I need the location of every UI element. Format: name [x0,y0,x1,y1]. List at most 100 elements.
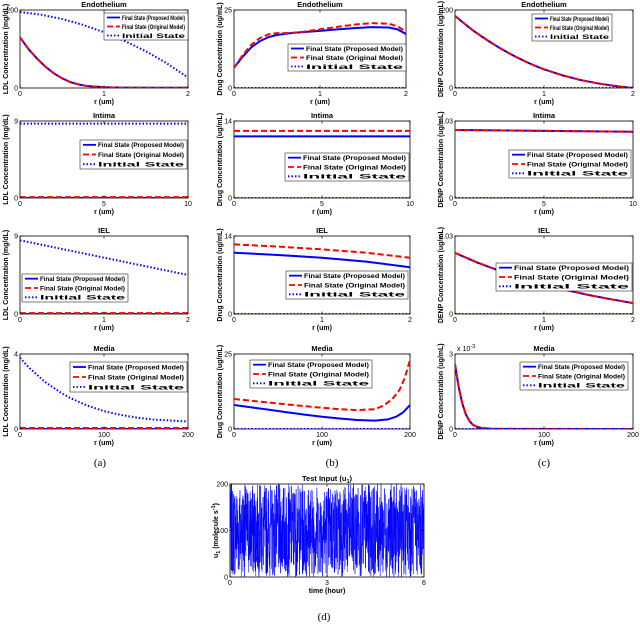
y-tick-label: 4 [14,352,18,359]
panel-c3: 0 1 2 0 0.03 IEL r (um) DENP Concentration (ug/… [438,226,635,332]
legend-label: Final State (Proposed Model) [88,364,184,371]
y-axis-label: Drug Concentration (ug/mL) [217,228,224,321]
series-original-line [455,128,633,133]
y-tick-label: 0 [228,312,232,319]
x-tick-label: 0 [18,432,22,439]
plot-area [234,22,406,88]
series-test-input-line [230,484,424,577]
plot-area [234,359,410,429]
x-axis-label: r (um) [94,325,114,332]
x-tick-label: 0 [232,201,236,208]
x-tick-label: 0 [453,317,457,324]
x-tick-label: 100 [316,432,328,439]
legend-label: Initial State [550,34,609,41]
panel-d: 0 3 6 0 100 200 Test Input (u1) time (hour) u1 (… [211,474,426,595]
legend-label: Final State (Proposed Model) [268,362,369,369]
series-proposed-line [234,404,410,422]
panel-title: Intima [533,111,556,120]
x-tick-label: 2 [186,91,190,98]
legend-label: Final State (Original Model) [88,374,184,381]
legend-label: Final State (Original Model) [303,164,406,171]
y-tick-label: 0 [224,575,228,582]
panel-b3: 0 1 2 0 14 IEL r (um) Drug Concentration (ug/mL… [217,226,412,332]
legend-label: Final State (Original Model) [306,55,403,62]
y-tick-label: 3 [449,352,453,359]
series-proposed-line [234,251,410,269]
panel-a2: 0 5 10 0 9 Intima r (um) LDL Concentration (mg/… [3,111,192,216]
legend-label: Final State (Original Model) [550,25,609,32]
plot-area [234,129,410,198]
legend-label: Final State (Proposed Model) [122,15,185,22]
x-axis-label: r (um) [310,99,330,106]
y-tick-label: 0 [14,86,18,93]
panel-a3: 0 1 2 0 9 IEL r (um) LDL Concentration (mg/dL) F… [3,226,190,332]
legend: Final State (Proposed Model) Final State … [69,361,188,393]
y-axis-label: Drug Concentration (ug/mL) [217,2,224,95]
y-tick-label: 0.03 [439,234,453,241]
y-multiplier: x 10-3 [457,344,475,353]
series-initial-line [20,239,188,276]
y-axis-label: DENP Concentration (ug/mL) [438,111,445,207]
y-axis-label: LDL Concentration (mg/dL) [3,346,10,436]
y-tick-label: 0 [14,427,18,434]
panel-b2: 0 5 10 0 14 Intima r (um) Drug Concentration (u… [217,111,414,216]
x-tick-label: 2 [404,91,408,98]
legend: Final State (Proposed Model) Final State … [249,359,373,389]
caption-b: (b) [326,457,339,469]
panel-title: Media [311,344,333,353]
x-axis-label: time (hour) [309,588,346,595]
y-tick-label: 0.03 [439,119,453,126]
legend: Final State (Proposed Model) Final State … [519,361,629,391]
legend-label: Final State (Original Model) [40,285,125,292]
panel-c4: 0 100 200 0 3 x 10-3 Media r (um) DENP Concentra… [438,343,639,447]
legend-label: Initial State [527,171,629,178]
series-original-line [234,243,410,259]
x-tick-label: 0 [18,317,22,324]
x-tick-label: 200 [182,432,194,439]
legend-label: Final State (Original Model) [98,152,184,159]
panel-title: Endothelium [81,0,127,9]
x-tick-label: 5 [542,201,546,208]
legend: Final State (Proposed Model) Final State … [508,149,632,179]
legend: Final State (Proposed Model) Final State … [284,152,410,182]
y-tick-label: 0 [449,312,453,319]
legend-label: Initial State [306,64,404,71]
legend-label: Initial State [98,161,185,168]
series-original-line [234,359,410,412]
panel-a4: 0 100 200 0 4 Media r (um) LDL Concentration (m… [3,344,194,447]
legend-label: Initial State [538,383,626,390]
x-tick-label: 0 [18,201,22,208]
x-axis-label: r (um) [312,440,332,447]
plot-area [234,243,410,314]
x-tick-label: 0 [228,580,232,587]
legend-label: Final State (Proposed Model) [527,152,628,159]
x-tick-label: 10 [406,201,414,208]
legend-label: Final State (Proposed Model) [306,46,403,53]
legend-label: Final State (Original Model) [122,24,185,31]
panel-title: Intima [311,111,334,120]
x-tick-label: 0 [453,201,457,208]
panel-title: IEL [98,226,110,235]
legend: Final State (Proposed Model) Final State … [285,270,409,300]
legend-label: Initial State [40,295,125,302]
x-tick-label: 1 [542,91,546,98]
panel-b4: 0 100 200 0 25 Media r (um) Drug Concentration … [217,344,416,447]
y-tick-label: 25 [224,352,232,359]
panel-title: Test Input (u1) [302,474,353,485]
legend-label: Initial State [88,384,185,391]
caption-a: (a) [94,457,107,469]
legend: Final State (Proposed Model) Final State … [531,13,613,42]
plot-area [230,484,424,577]
y-tick-label: 0 [449,86,453,93]
x-tick-label: 1 [102,317,106,324]
x-tick-label: 200 [404,432,416,439]
y-axis-label: LDL Concentration (mg/dL) [3,230,10,320]
y-tick-label: 0 [449,427,453,434]
series-original-line [455,15,633,88]
legend-label: Final State (Proposed Model) [514,265,629,272]
x-axis-label: r (um) [312,209,332,216]
y-tick-label: 200 [441,8,453,15]
x-axis-label: r (um) [534,325,554,332]
panel-a1: 0 1 2 0 200 Endothelium r (um) LDL Concentratio… [3,0,190,106]
legend-label: Final State (Proposed Model) [304,273,405,280]
